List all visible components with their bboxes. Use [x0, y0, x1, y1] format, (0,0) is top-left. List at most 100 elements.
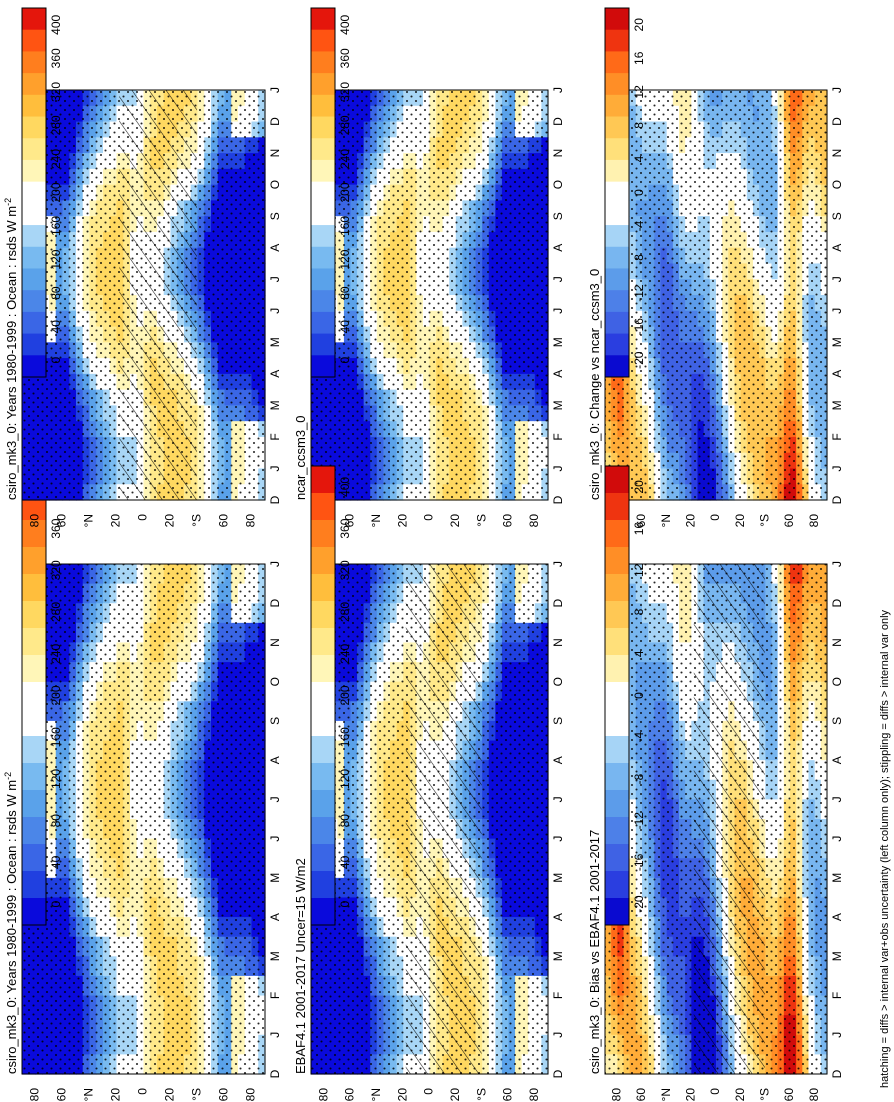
- lat-tick-label: 80: [244, 514, 258, 528]
- lat-tick-label: 60: [217, 1088, 231, 1102]
- month-tick-label: D: [551, 495, 565, 504]
- lat-tick-label: °N: [659, 514, 673, 527]
- colorbar-swatch: [22, 203, 46, 226]
- colorbar-label: -4: [632, 220, 646, 231]
- month-tick-label: M: [551, 337, 565, 347]
- colorbar-swatch: [311, 159, 335, 183]
- colorbar-swatch: [311, 493, 335, 521]
- colorbar-swatch: [311, 290, 335, 313]
- colorbar-swatch: [311, 225, 335, 248]
- colorbar-label: -16: [632, 318, 646, 336]
- month-tick-label: D: [830, 495, 844, 504]
- month-tick-label: A: [551, 756, 565, 764]
- colorbar-label: 4: [632, 155, 646, 162]
- colorbar-label: 320: [338, 560, 352, 580]
- panel-b: 80 60 °N 20 0 20 °S 60 80DJFMAMJJASONDJcsiro_mk3…: [3, 465, 282, 1102]
- month-tick-label: M: [268, 337, 282, 347]
- colorbar-swatch: [22, 181, 46, 204]
- lat-tick-label: 20: [163, 1088, 177, 1102]
- colorbar-label: 240: [338, 643, 352, 663]
- month-tick-label: M: [830, 400, 844, 410]
- month-tick-label: D: [551, 1069, 565, 1078]
- colorbar-swatch: [22, 246, 46, 269]
- month-tick-label: J: [830, 87, 844, 93]
- panel-grid: 80 60 °N 20 0 20 °S 60 80DJFMAMJJASONDJcsiro_mk3…: [3, 7, 844, 1102]
- colorbar-swatch: [605, 246, 629, 269]
- month-tick-label: O: [551, 180, 565, 189]
- colorbar-swatch: [22, 790, 46, 818]
- colorbar-swatch: [22, 333, 46, 356]
- colorbar-swatch: [311, 574, 335, 602]
- colorbar-label: 320: [49, 82, 63, 102]
- colorbar-swatch: [22, 736, 46, 764]
- colorbar-swatch: [605, 94, 629, 117]
- month-tick-label: A: [268, 913, 282, 921]
- lat-tick-label: 0: [136, 1088, 150, 1095]
- lat-tick-label: 60: [55, 1088, 69, 1102]
- colorbar-label: 160: [338, 216, 352, 236]
- colorbar-swatch: [311, 682, 335, 710]
- colorbar-swatch: [311, 333, 335, 356]
- colorbar-label: 280: [338, 115, 352, 135]
- lat-tick-label: 20: [448, 514, 462, 528]
- colorbar-swatch: [605, 355, 629, 378]
- colorbar-label: 80: [49, 286, 63, 300]
- month-tick-label: J: [551, 308, 565, 314]
- colorbar-swatch: [311, 246, 335, 269]
- panel-title: ncar_ccsm3_0: [293, 415, 308, 500]
- lat-tick-label: °N: [82, 514, 96, 527]
- colorbar-swatch: [311, 655, 335, 683]
- lat-tick-label: °N: [369, 1088, 383, 1101]
- month-tick-label: J: [268, 308, 282, 314]
- panel-e: 80 60 °N 20 0 20 °S 60 80DJFMAMJJASONDJcsiro_mk3…: [587, 465, 844, 1101]
- colorbar-swatch: [311, 8, 335, 31]
- colorbar-swatch: [311, 181, 335, 204]
- colorbar-swatch: [311, 311, 335, 334]
- colorbar-swatch: [311, 520, 335, 548]
- title-superscript: -2: [3, 772, 13, 780]
- colorbar-label: 360: [338, 48, 352, 68]
- month-tick-label: J: [551, 796, 565, 802]
- colorbar-label: 80: [49, 814, 63, 828]
- colorbar-frame: [604, 7, 630, 378]
- colorbar-swatch: [22, 763, 46, 791]
- colorbar-label: 16: [632, 51, 646, 65]
- colorbar-swatch: [311, 898, 335, 926]
- colorbar-label: 280: [49, 115, 63, 135]
- stipple-overlay: [311, 90, 548, 500]
- colorbar-label: 160: [49, 216, 63, 236]
- colorbar-label: 360: [49, 518, 63, 538]
- colorbar-swatch: [22, 225, 46, 248]
- colorbar-label: 0: [49, 900, 63, 907]
- colorbar-swatch: [311, 268, 335, 291]
- colorbar-swatch: [311, 871, 335, 899]
- month-tick-label: A: [551, 370, 565, 378]
- colorbar-label: 120: [338, 249, 352, 269]
- hatch-overlay: [119, 90, 197, 500]
- month-tick-label: S: [268, 212, 282, 220]
- month-tick-label: O: [268, 180, 282, 189]
- colorbar-swatch: [311, 355, 335, 378]
- month-tick-label: S: [268, 717, 282, 725]
- colorbar-swatch: [22, 601, 46, 629]
- colorbar-swatch: [22, 871, 46, 899]
- colorbar-label: 0: [338, 357, 352, 364]
- colorbar-swatch: [605, 51, 629, 74]
- month-tick-label: O: [268, 677, 282, 686]
- lat-tick-label: 80: [28, 514, 42, 528]
- month-tick-label: N: [268, 638, 282, 647]
- month-tick-label: J: [551, 561, 565, 567]
- month-tick-label: O: [551, 677, 565, 686]
- colorbar-label: 160: [338, 727, 352, 747]
- month-tick-label: S: [551, 212, 565, 220]
- lat-tick-label: 20: [395, 1088, 409, 1102]
- lat-tick-label: 60: [782, 514, 796, 528]
- colorbar-swatch: [22, 29, 46, 52]
- colorbar-swatch: [311, 817, 335, 845]
- month-tick-label: F: [830, 433, 844, 440]
- panel-title: csiro_mk3_0: Years 1980-1999 : Ocean : r…: [3, 198, 19, 500]
- colorbar-swatch: [605, 159, 629, 183]
- colorbar-swatch: [605, 181, 629, 204]
- lat-tick-label: 60: [634, 514, 648, 528]
